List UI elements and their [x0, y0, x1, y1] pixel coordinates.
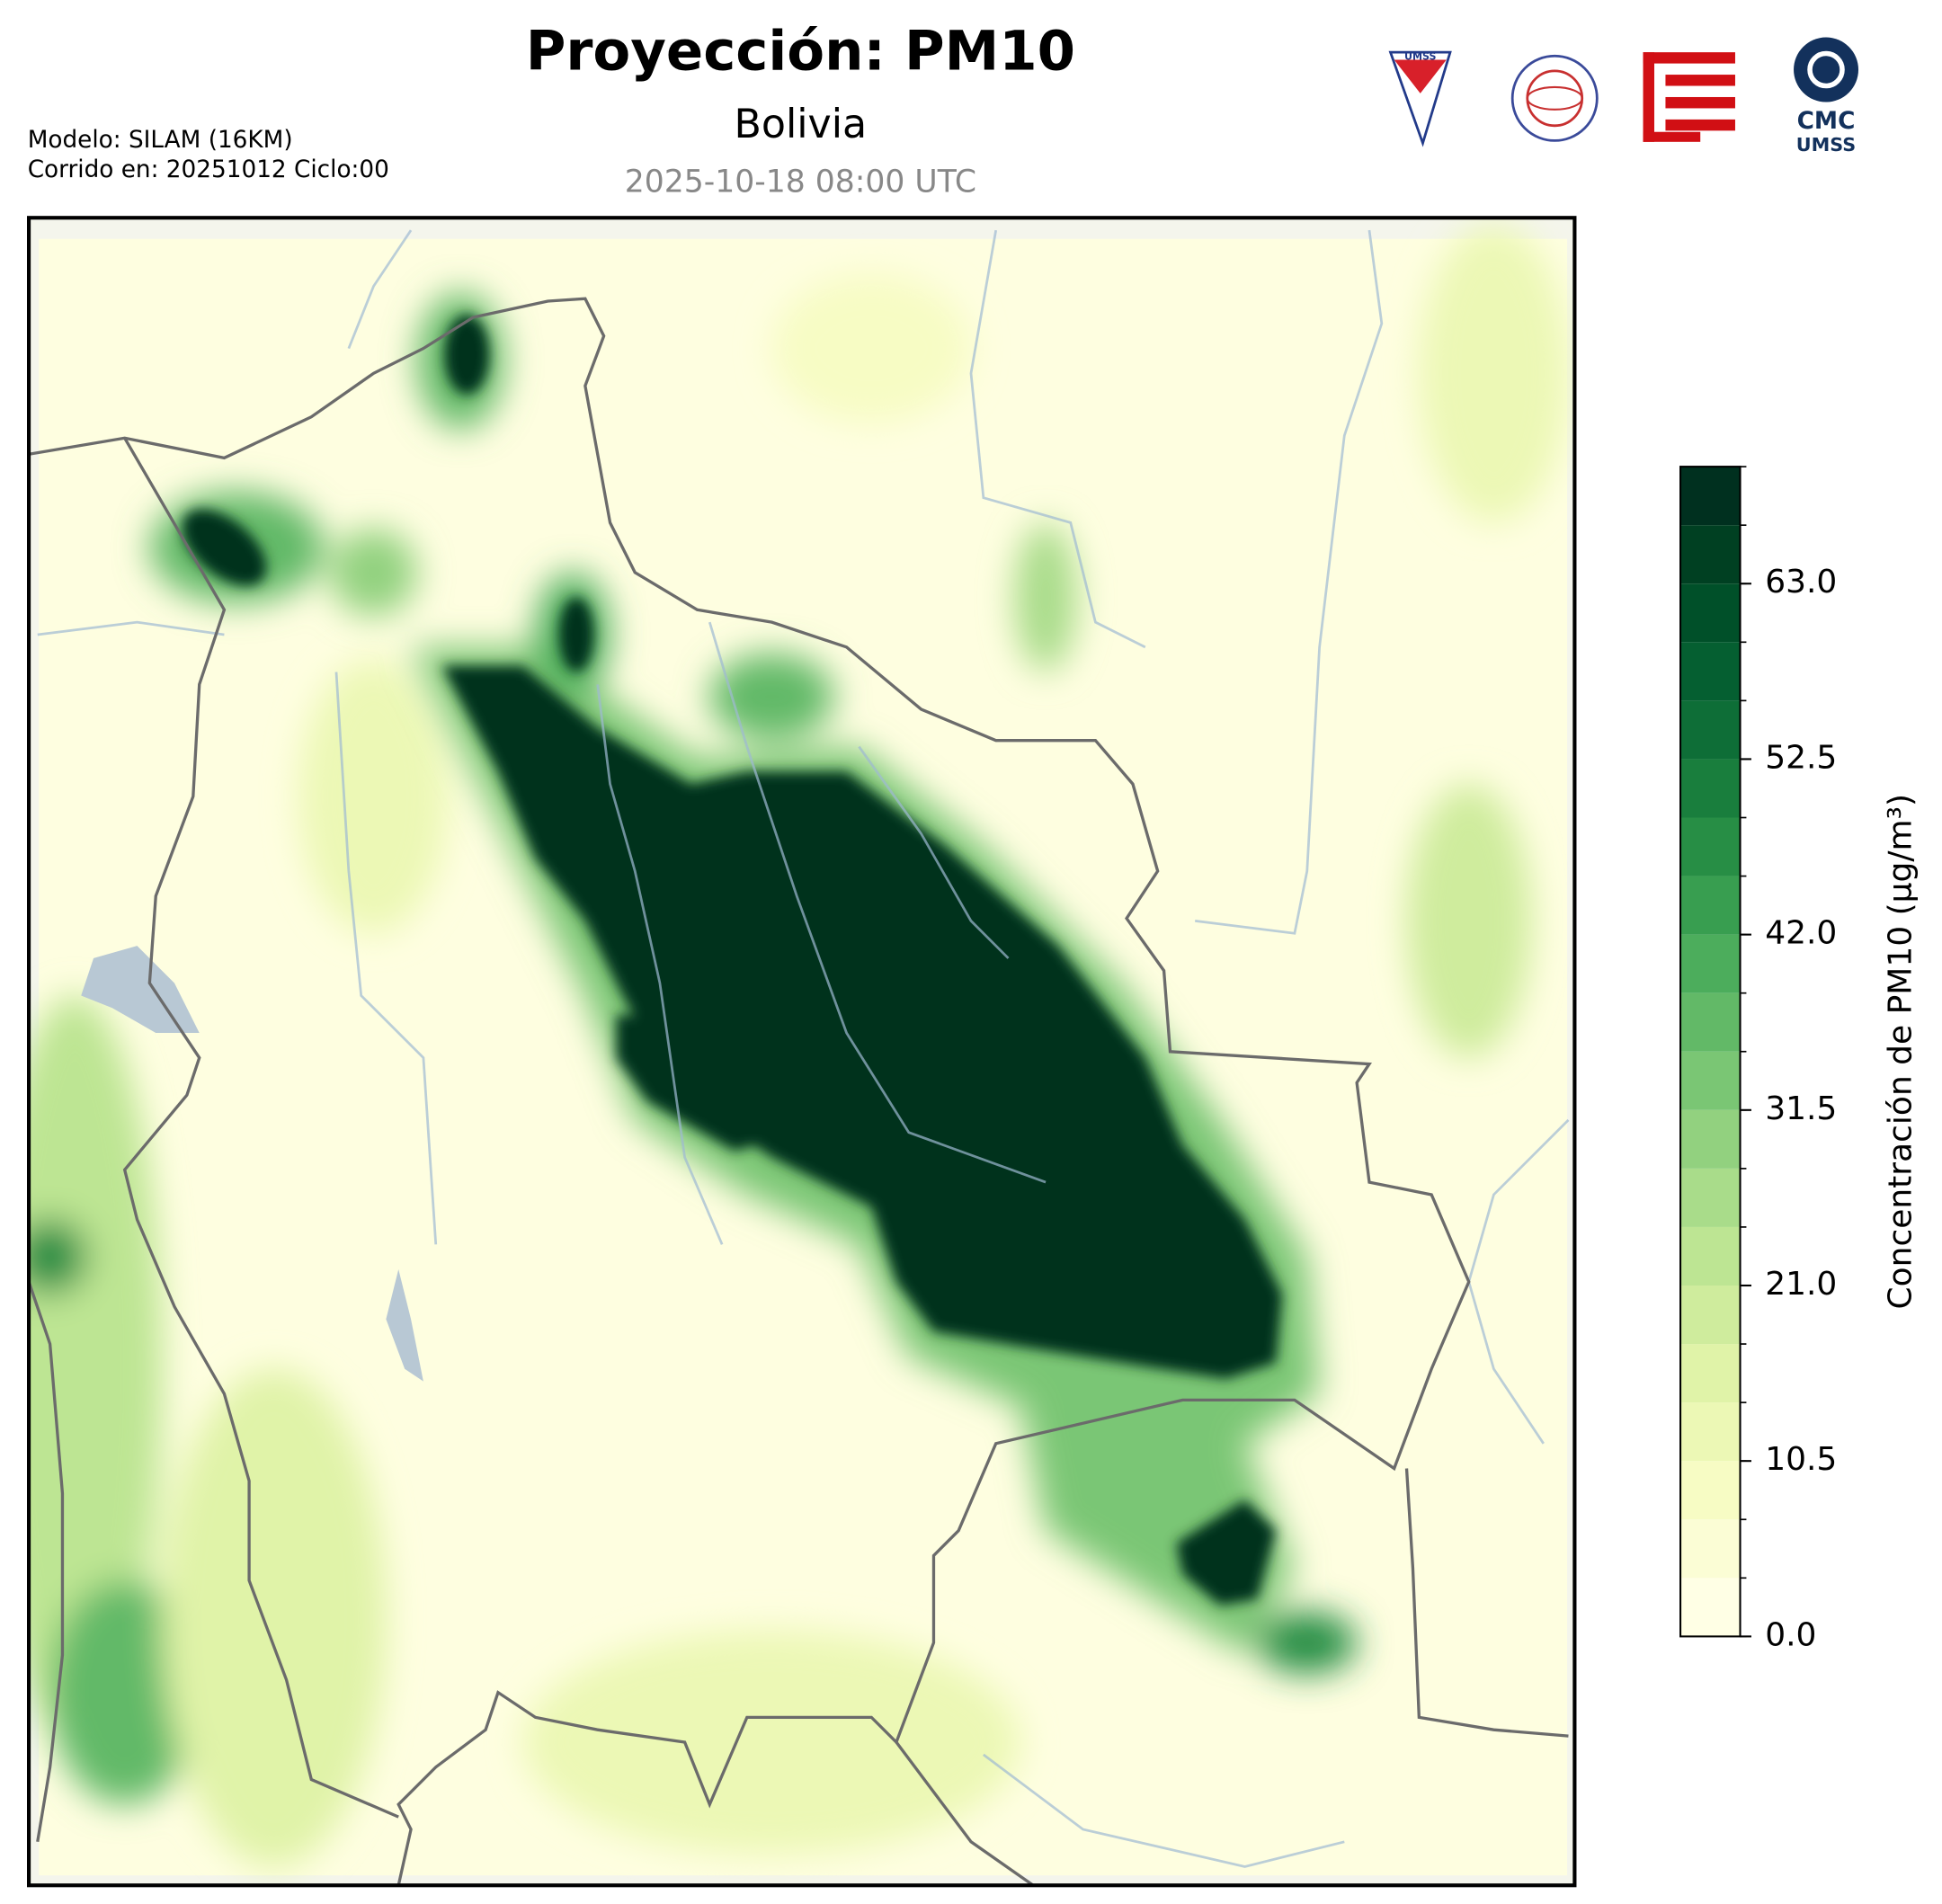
logo-text: UMSS — [1796, 134, 1856, 156]
colorbar-band — [1680, 467, 1741, 526]
colorbar-band — [1680, 1168, 1741, 1227]
colorbar-tick-label: 52.5 — [1765, 739, 1837, 776]
timestamp: 2025-10-18 08:00 UTC — [625, 164, 976, 200]
colorbar: 0.0 10.5 21.0 31.5 42.0 52.5 63.0 — [1679, 466, 1837, 1653]
colorbar-band — [1680, 1461, 1741, 1520]
logo-text: CMC — [1797, 108, 1856, 135]
model-info: Modelo: SILAM (16KM) — [28, 127, 293, 154]
logo-fcyt — [1643, 52, 1735, 142]
colorbar-band — [1680, 1051, 1741, 1110]
logo-text: UMSS — [1404, 51, 1436, 63]
logo-cmc: CMC UMSS — [1794, 37, 1859, 156]
colorbar-tick-label: 63.0 — [1765, 564, 1837, 601]
colorbar-band — [1680, 525, 1741, 584]
colorbar-band — [1680, 759, 1741, 818]
map-frame — [26, 216, 1577, 1888]
colorbar-band — [1680, 1226, 1741, 1286]
colorbar-tick-label: 21.0 — [1765, 1266, 1837, 1303]
lake — [386, 1269, 423, 1382]
colorbar-band — [1680, 1344, 1741, 1403]
colorbar-tick-label: 31.5 — [1765, 1090, 1837, 1127]
map — [29, 218, 1575, 1886]
colorbar-band — [1680, 934, 1741, 993]
colorbar-band — [1680, 583, 1741, 643]
colorbar-band — [1680, 1109, 1741, 1169]
title: Proyección: PM10 — [526, 20, 1075, 84]
colorbar-band — [1680, 700, 1741, 760]
colorbar-tick-label: 42.0 — [1765, 915, 1837, 952]
colorbar-band — [1680, 817, 1741, 876]
borders — [29, 297, 1569, 1886]
colorbar-label: Concentración de PM10 (µg/m³) — [1882, 794, 1919, 1309]
colorbar-frame — [1679, 466, 1742, 1638]
colorbar-band — [1680, 1578, 1741, 1637]
run-info: Corrido en: 20251012 Ciclo:00 — [28, 156, 389, 183]
subtitle: Bolivia — [734, 102, 867, 147]
colorbar-tick-label: 10.5 — [1765, 1441, 1837, 1478]
colorbar-band — [1680, 992, 1741, 1052]
colorbar-band — [1680, 642, 1741, 701]
logo-fisica — [1510, 54, 1599, 142]
colorbar-band — [1680, 1285, 1741, 1345]
rivers — [37, 229, 1570, 1868]
plume-core — [182, 315, 1283, 1606]
colorbar-band — [1680, 1519, 1741, 1579]
logo-umss: UMSS — [1388, 51, 1452, 147]
colorbar-band — [1680, 876, 1741, 935]
colorbar-tick-label: 0.0 — [1765, 1616, 1816, 1653]
colorbar-band — [1680, 1402, 1741, 1462]
